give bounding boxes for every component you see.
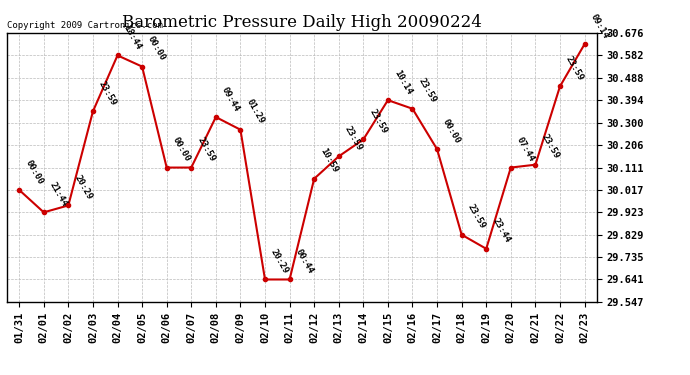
Text: 23:59: 23:59 — [97, 80, 118, 107]
Text: Copyright 2009 Cartronics.com: Copyright 2009 Cartronics.com — [7, 21, 163, 30]
Text: 00:00: 00:00 — [441, 117, 462, 145]
Text: 01:29: 01:29 — [244, 98, 266, 126]
Title: Barometric Pressure Daily High 20090224: Barometric Pressure Daily High 20090224 — [122, 15, 482, 32]
Text: 00:00: 00:00 — [23, 158, 45, 186]
Text: 20:29: 20:29 — [72, 174, 94, 201]
Text: 23:59: 23:59 — [540, 133, 561, 160]
Text: 23:59: 23:59 — [564, 54, 585, 82]
Text: 23:59: 23:59 — [195, 136, 217, 164]
Text: 00:00: 00:00 — [146, 34, 168, 62]
Text: 07:44: 07:44 — [515, 136, 536, 164]
Text: 23:59: 23:59 — [343, 124, 364, 152]
Text: 20:29: 20:29 — [269, 248, 290, 275]
Text: 10:14: 10:14 — [392, 68, 413, 96]
Text: 23:44: 23:44 — [491, 217, 511, 244]
Text: 10:59: 10:59 — [318, 147, 339, 175]
Text: 09:14: 09:14 — [589, 12, 610, 40]
Text: 09:44: 09:44 — [220, 85, 242, 113]
Text: 23:59: 23:59 — [466, 203, 487, 231]
Text: 00:44: 00:44 — [294, 248, 315, 275]
Text: 00:00: 00:00 — [171, 136, 192, 164]
Text: 23:59: 23:59 — [417, 77, 438, 105]
Text: 21:44: 21:44 — [48, 180, 69, 208]
Text: 23:59: 23:59 — [368, 108, 388, 135]
Text: 18:44: 18:44 — [121, 24, 143, 51]
